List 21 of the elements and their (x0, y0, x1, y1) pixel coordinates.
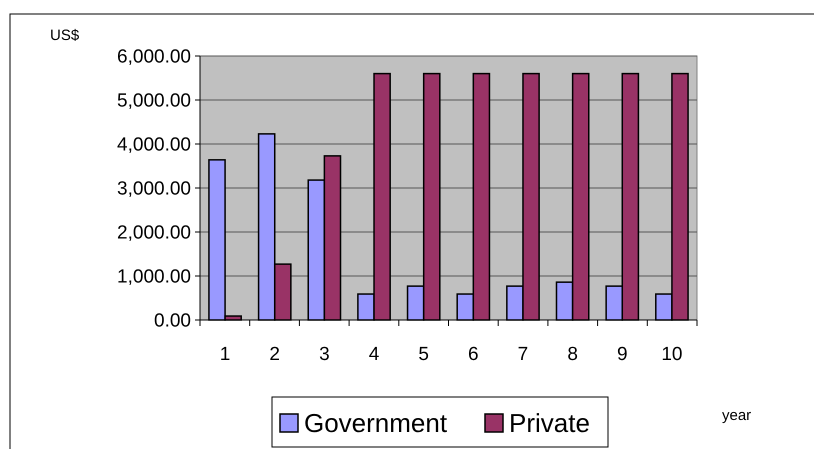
y-tick-label: 1,000.00 (117, 266, 191, 288)
x-axis-title: year (722, 407, 752, 424)
x-tick-label: 4 (368, 344, 380, 365)
legend-label: Government (304, 408, 448, 438)
x-tick-label: 2 (269, 344, 280, 365)
y-tick-label: 0.00 (154, 310, 191, 332)
y-tick-label: 3,000.00 (117, 178, 191, 200)
x-tick-label: 8 (567, 344, 578, 365)
x-tick-label: 1 (220, 344, 230, 365)
x-tick-label: 5 (418, 344, 429, 365)
x-tick-label: 6 (468, 344, 479, 365)
x-tick-label: 7 (518, 344, 528, 365)
y-axis-title: US$ (50, 27, 80, 44)
x-tick-label: 10 (661, 344, 682, 365)
y-tick-label: 2,000.00 (117, 222, 191, 244)
x-tick-label: 9 (616, 344, 628, 365)
y-tick-label: 5,000.00 (117, 90, 191, 112)
y-tick-label: 6,000.00 (117, 46, 191, 68)
y-tick-label: 4,000.00 (117, 134, 191, 156)
legend-label: Private (509, 408, 590, 438)
x-tick-label: 3 (319, 344, 330, 365)
